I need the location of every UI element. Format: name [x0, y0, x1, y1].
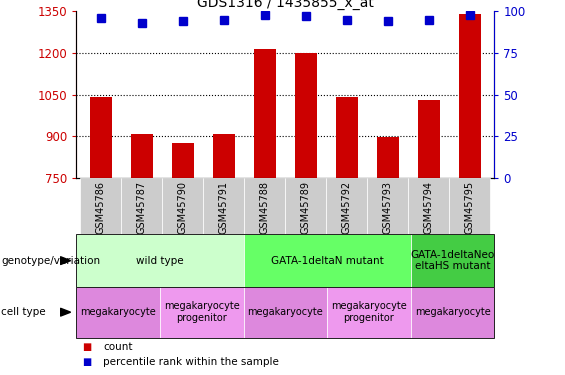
Bar	[459, 14, 481, 178]
Text: megakaryocyte: megakaryocyte	[80, 307, 156, 317]
Text: count: count	[103, 342, 133, 352]
Bar	[285, 178, 327, 234]
Bar	[336, 98, 358, 178]
Bar	[172, 142, 194, 178]
Text: GSM45790: GSM45790	[178, 181, 188, 234]
Bar	[327, 178, 367, 234]
Bar	[367, 178, 408, 234]
Text: GSM45787: GSM45787	[137, 181, 147, 234]
Text: GSM45791: GSM45791	[219, 181, 229, 234]
Text: percentile rank within the sample: percentile rank within the sample	[103, 357, 279, 367]
Text: GSM45795: GSM45795	[465, 181, 475, 234]
Text: megakaryocyte
progenitor: megakaryocyte progenitor	[164, 302, 240, 323]
Bar	[418, 100, 440, 178]
Text: ■: ■	[82, 357, 91, 367]
Text: megakaryocyte: megakaryocyte	[415, 307, 490, 317]
Bar	[80, 178, 121, 234]
Bar	[203, 178, 244, 234]
Bar	[212, 134, 235, 178]
Text: ■: ■	[82, 342, 91, 352]
Text: GATA-1deltaNeo
eltaHS mutant: GATA-1deltaNeo eltaHS mutant	[410, 250, 495, 272]
Text: GSM45794: GSM45794	[424, 181, 434, 234]
Text: GSM45788: GSM45788	[260, 181, 270, 234]
Text: megakaryocyte
progenitor: megakaryocyte progenitor	[331, 302, 407, 323]
Text: GSM45793: GSM45793	[383, 181, 393, 234]
Text: GATA-1deltaN mutant: GATA-1deltaN mutant	[271, 256, 384, 266]
Title: GDS1316 / 1435855_x_at: GDS1316 / 1435855_x_at	[197, 0, 374, 10]
Bar	[90, 98, 112, 178]
Bar	[254, 49, 276, 178]
Text: cell type: cell type	[1, 307, 46, 317]
Polygon shape	[60, 308, 71, 316]
Text: genotype/variation: genotype/variation	[1, 256, 100, 266]
Bar	[449, 178, 490, 234]
Text: wild type: wild type	[136, 256, 184, 266]
Text: GSM45789: GSM45789	[301, 181, 311, 234]
Text: megakaryocyte: megakaryocyte	[247, 307, 323, 317]
Bar	[408, 178, 449, 234]
Bar	[244, 178, 285, 234]
Bar	[162, 178, 203, 234]
Bar	[131, 134, 153, 178]
Bar	[294, 53, 317, 178]
Polygon shape	[60, 257, 71, 265]
Text: GSM45792: GSM45792	[342, 181, 352, 234]
Text: GSM45786: GSM45786	[96, 181, 106, 234]
Bar	[376, 137, 399, 178]
Bar	[121, 178, 162, 234]
